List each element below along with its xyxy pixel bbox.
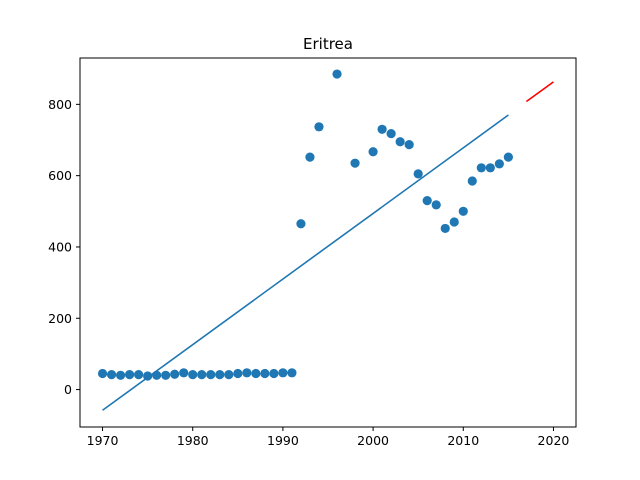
data-point <box>350 158 360 168</box>
data-point <box>224 369 234 380</box>
data-point <box>377 124 387 134</box>
data-point <box>449 217 459 227</box>
data-point <box>269 368 279 379</box>
data-point <box>125 369 135 380</box>
data-point <box>134 369 144 380</box>
data-point <box>422 196 432 206</box>
data-point <box>215 369 225 380</box>
axes-frame <box>79 57 577 428</box>
data-point <box>503 152 513 162</box>
x-tick-label: 1980 <box>177 433 209 448</box>
data-point <box>152 370 162 380</box>
data-point <box>494 159 504 169</box>
data-point <box>179 368 189 378</box>
data-point <box>260 368 270 379</box>
data-point <box>233 368 243 379</box>
data-point <box>278 368 288 378</box>
data-point <box>115 370 126 380</box>
data-point <box>251 368 261 379</box>
data-point <box>368 147 378 157</box>
x-tick-label: 1970 <box>87 433 119 448</box>
data-point <box>197 369 207 380</box>
x-tick-label: 2020 <box>538 433 570 448</box>
y-tick-label: 800 <box>48 97 72 112</box>
data-point <box>242 368 252 378</box>
x-axis: 1970 1980 1990 2000 2010 2020 <box>87 427 570 448</box>
y-tick-label: 400 <box>48 239 72 254</box>
trend-line <box>102 114 509 411</box>
data-point <box>476 163 486 173</box>
data-point <box>314 122 324 132</box>
x-tick-label: 2000 <box>357 433 389 448</box>
data-point <box>413 169 423 179</box>
data-point <box>296 219 306 229</box>
x-tick-label: 1990 <box>267 433 299 448</box>
data-point <box>458 206 468 216</box>
data-point <box>386 128 396 139</box>
data-point <box>404 140 414 150</box>
data-point <box>305 152 315 162</box>
data-point <box>485 163 495 173</box>
data-point <box>161 370 171 380</box>
y-tick-label: 200 <box>48 311 72 326</box>
x-tick-label: 2010 <box>447 433 479 448</box>
data-point <box>467 176 477 186</box>
forecast-line <box>525 81 554 103</box>
y-axis: 0 200 400 600 800 <box>48 97 80 397</box>
chart-title: Eritrea <box>303 35 353 53</box>
plot-area <box>97 69 554 411</box>
data-point <box>287 368 297 378</box>
data-point <box>440 223 450 234</box>
y-tick-label: 600 <box>48 168 72 183</box>
data-point <box>106 369 117 380</box>
y-tick-label: 0 <box>64 382 72 397</box>
data-point <box>332 69 342 79</box>
data-point <box>97 368 108 379</box>
data-point <box>188 369 198 380</box>
data-point <box>431 200 441 210</box>
data-point <box>206 369 216 380</box>
data-point <box>395 137 405 147</box>
data-point <box>170 369 180 379</box>
